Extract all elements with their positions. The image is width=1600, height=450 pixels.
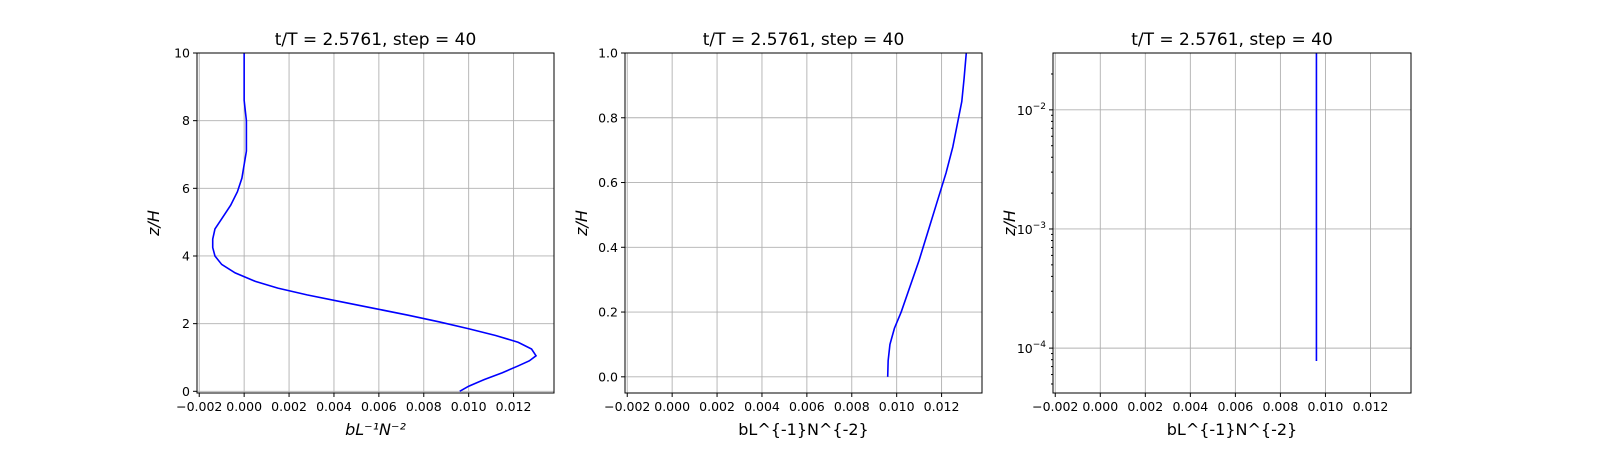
x-tick-label: 0.000 — [1082, 399, 1118, 414]
series-line — [886, 52, 968, 377]
x-tick-label: 0.008 — [406, 399, 442, 414]
x-tick-label: 0.004 — [1172, 399, 1208, 414]
chart-panel-1: −0.002 0.000 0.002 0.004 0.006 0.008 0.010 0.01… — [144, 30, 555, 439]
y-axis-label: z/H — [572, 210, 591, 237]
x-tick-label: 0.006 — [1217, 399, 1253, 414]
x-tick-label: 0.008 — [834, 399, 870, 414]
x-axis-label: bL^{-1}N^{-2} — [738, 420, 868, 439]
x-tick-label: 0.012 — [496, 399, 532, 414]
y-tick-label: 10 — [174, 46, 190, 61]
x-tick-label: 0.000 — [654, 399, 690, 414]
x-axis-label: bL^{-1}N^{-2} — [1167, 420, 1297, 439]
plot-frame — [1052, 52, 1412, 394]
x-tick-label: 0.004 — [744, 399, 780, 414]
chart-title: t/T = 2.5761, step = 40 — [275, 30, 477, 50]
x-tick-label: 0.006 — [789, 399, 825, 414]
y-tick-label: 6 — [182, 181, 190, 196]
y-tick-label: 0.4 — [598, 240, 618, 255]
chart-title: t/T = 2.5761, step = 40 — [703, 30, 905, 50]
x-tick-label: 0.008 — [1263, 399, 1299, 414]
y-tick-label: 4 — [182, 248, 190, 263]
y-tick-label: 1.0 — [598, 46, 618, 61]
x-tick-label: 0.000 — [226, 399, 262, 414]
y-tick-label: 10−3 — [1017, 221, 1046, 237]
y-tick-label: 0 — [182, 384, 190, 399]
x-tick-label: 0.012 — [924, 399, 960, 414]
y-tick-label: 8 — [182, 113, 190, 128]
y-axis-label: z/H — [1000, 210, 1019, 237]
x-tick-label: 0.002 — [271, 399, 307, 414]
y-tick-label: 0.0 — [598, 369, 618, 384]
x-tick-label: 0.002 — [1127, 399, 1163, 414]
x-tick-label: −0.002 — [604, 399, 650, 414]
x-tick-label: −0.002 — [176, 399, 222, 414]
y-tick-label: 10−2 — [1017, 102, 1046, 118]
series-line — [211, 53, 538, 393]
x-tick-label: 0.010 — [451, 399, 487, 414]
y-tick-label: 10−4 — [1017, 340, 1046, 356]
x-tick-label: 0.004 — [316, 399, 352, 414]
x-tick-label: 0.012 — [1353, 399, 1389, 414]
plot-frame — [196, 52, 555, 394]
x-axis-label: bL⁻¹N⁻² — [345, 420, 406, 439]
y-tick-label: 0.2 — [598, 305, 618, 320]
chart-panel-2: −0.002 0.000 0.002 0.004 0.006 0.008 0.010 0.01… — [572, 30, 983, 439]
x-tick-label: 0.010 — [1308, 399, 1344, 414]
x-tick-label: 0.006 — [361, 399, 397, 414]
chart-title: t/T = 2.5761, step = 40 — [1131, 30, 1333, 50]
x-tick-label: 0.010 — [879, 399, 915, 414]
plot-frame — [624, 52, 983, 394]
chart-panel-3: −0.002 0.000 0.002 0.004 0.006 0.008 0.010 0.01… — [1000, 30, 1412, 439]
y-tick-label: 2 — [182, 316, 190, 331]
y-tick-label: 0.6 — [598, 175, 618, 190]
x-tick-label: 0.002 — [699, 399, 735, 414]
x-tick-label: −0.002 — [1032, 399, 1078, 414]
y-axis-label: z/H — [144, 210, 163, 237]
y-tick-label: 0.8 — [598, 110, 618, 125]
